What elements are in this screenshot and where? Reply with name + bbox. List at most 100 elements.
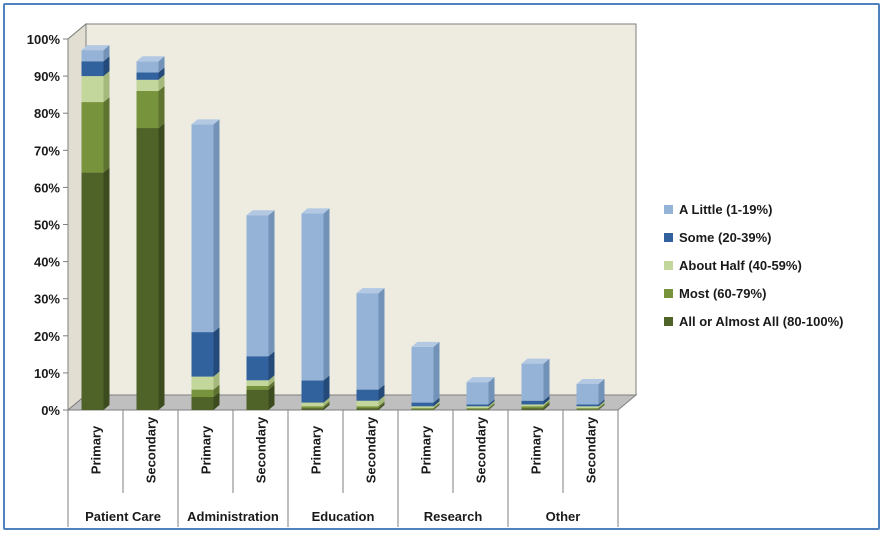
bar-side [378, 395, 385, 407]
x-group-label: Research [424, 509, 483, 524]
bar-side [543, 395, 550, 405]
x-group-label: Education [312, 509, 375, 524]
bar-top [246, 210, 275, 216]
bar-side [213, 327, 220, 377]
bar-segment [411, 408, 434, 410]
bar-side [598, 401, 605, 409]
y-tick-label: 0% [41, 403, 60, 418]
bar-top [191, 119, 220, 125]
bar-segment [136, 61, 159, 73]
y-tick-label: 90% [34, 69, 60, 84]
bar-segment [521, 406, 544, 409]
x-subcategory-label: Secondary [584, 416, 599, 483]
bar-side [103, 97, 110, 173]
bar-segment [356, 408, 379, 410]
bar-side [268, 375, 275, 386]
bar-side [598, 404, 605, 410]
bar-segment [466, 406, 489, 409]
bar-segment [411, 402, 434, 407]
bar-side [488, 399, 495, 407]
legend-swatch [664, 289, 673, 298]
bar-side [433, 404, 440, 410]
bar-side [268, 380, 275, 390]
bar-segment [521, 363, 544, 401]
bar-segment [81, 102, 104, 173]
bar-segment [466, 409, 489, 410]
bar-segment [246, 385, 269, 390]
bar-top [521, 358, 550, 364]
bar-segment [301, 402, 324, 407]
bar-segment [576, 384, 599, 405]
bar-top [356, 288, 385, 294]
bar-side [323, 401, 330, 409]
bar-side [323, 208, 330, 381]
bar-side [433, 397, 440, 407]
legend-label: Some (20-39%) [679, 230, 771, 245]
bar-segment [356, 400, 379, 407]
bar-side [433, 403, 440, 410]
bar-segment [521, 404, 544, 407]
legend-label: All or Almost All (80-100%) [679, 314, 843, 329]
bar-segment [136, 128, 159, 411]
legend-swatch [664, 233, 673, 242]
bar-side [158, 67, 165, 80]
bar-segment [246, 356, 269, 381]
x-group-label: Administration [187, 509, 279, 524]
bar-side [488, 403, 495, 410]
y-tick-label: 70% [34, 143, 60, 158]
bar-segment [301, 406, 324, 409]
bar-top [466, 377, 495, 383]
bar-side [158, 123, 165, 410]
bar-segment [356, 389, 379, 401]
legend-label: About Half (40-59%) [679, 258, 802, 273]
bar-segment [466, 404, 489, 407]
y-tick-label: 30% [34, 292, 60, 307]
bar-side [378, 288, 385, 390]
legend-swatch [664, 205, 673, 214]
bar-side [488, 404, 495, 410]
legend-label: A Little (1-19%) [679, 202, 772, 217]
bar-side [598, 379, 605, 405]
bar-segment [246, 215, 269, 357]
bar-side [598, 399, 605, 407]
y-tick-label: 80% [34, 106, 60, 121]
bar-side [213, 119, 220, 333]
y-tick-label: 100% [27, 32, 61, 47]
bar-side [213, 371, 220, 390]
bar-segment [301, 408, 324, 410]
bar-segment [411, 406, 434, 409]
bar-segment [191, 124, 214, 333]
bar-side [103, 45, 110, 62]
x-subcategory-label: Secondary [474, 416, 489, 483]
bar-top [576, 379, 605, 385]
bar-top [136, 56, 165, 62]
bar-segment [81, 172, 104, 410]
bar-segment [191, 397, 214, 410]
legend-swatch [664, 261, 673, 270]
x-subcategory-label: Primary [419, 425, 434, 474]
y-tick-label: 40% [34, 255, 60, 270]
bar-side [103, 71, 110, 103]
bar-segment [301, 213, 324, 381]
bar-side [378, 403, 385, 410]
bar-segment [411, 346, 434, 403]
bar-side [323, 375, 330, 403]
bar-segment [191, 376, 214, 390]
bar-side [268, 210, 275, 357]
bar-side [268, 384, 275, 410]
bar-side [543, 399, 550, 407]
bar-segment [576, 409, 599, 410]
y-tick-label: 20% [34, 329, 60, 344]
bar-segment [136, 72, 159, 80]
bar-segment [356, 293, 379, 390]
bar-segment [521, 408, 544, 410]
y-tick-label: 60% [34, 180, 60, 195]
bar-side [488, 401, 495, 409]
y-tick-label: 50% [34, 218, 60, 233]
bar-side [433, 401, 440, 409]
bar-side [158, 74, 165, 91]
x-group-label: Patient Care [85, 509, 161, 524]
legend-label: Most (60-79%) [679, 286, 766, 301]
bar-segment [191, 389, 214, 398]
